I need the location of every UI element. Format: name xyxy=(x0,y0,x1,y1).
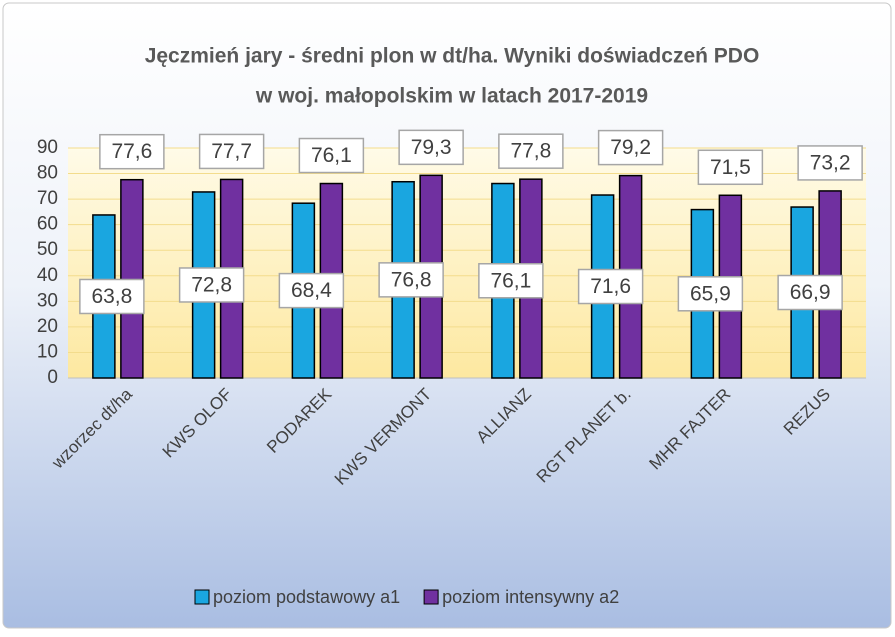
value-label-box xyxy=(697,149,764,186)
y-tick-label: 10 xyxy=(37,341,58,362)
value-label-box xyxy=(198,133,265,170)
value-label: 71,5 xyxy=(710,156,751,179)
value-label-box xyxy=(398,129,464,166)
value-label: 79,3 xyxy=(411,136,452,159)
value-label: 76,1 xyxy=(490,269,531,292)
value-label: 73,2 xyxy=(810,151,851,174)
value-label: 76,8 xyxy=(391,268,432,291)
y-tick-label: 80 xyxy=(37,163,58,184)
value-label: 77,8 xyxy=(510,140,551,163)
legend-label: poziom intensywny a2 xyxy=(442,587,619,607)
y-tick-label: 60 xyxy=(37,214,58,235)
value-label-box xyxy=(777,274,843,311)
legend-swatch xyxy=(194,589,210,605)
value-label-box xyxy=(178,267,245,303)
value-label-box xyxy=(498,133,564,169)
value-label-box xyxy=(797,145,863,181)
value-label-box xyxy=(478,263,544,299)
chart-title: Jęczmień jary - średni plon w dt/ha. Wyn… xyxy=(145,45,760,68)
value-label: 76,1 xyxy=(311,144,352,167)
value-label: 66,9 xyxy=(790,281,831,304)
value-label-box xyxy=(378,262,444,298)
chart-title: w woj. małopolskim w latach 2017-2019 xyxy=(255,85,648,108)
value-label-box xyxy=(79,278,145,315)
y-tick-label: 30 xyxy=(37,290,58,311)
value-label-box xyxy=(99,133,165,170)
value-label: 77,6 xyxy=(111,140,152,163)
legend-label: poziom podstawowy a1 xyxy=(213,587,400,607)
value-label-box xyxy=(677,276,744,312)
y-tick-label: 0 xyxy=(47,367,58,388)
y-tick-label: 70 xyxy=(37,188,58,209)
y-tick-label: 20 xyxy=(37,316,58,337)
value-label: 79,2 xyxy=(610,136,651,159)
value-label: 63,8 xyxy=(91,285,132,308)
y-tick-label: 90 xyxy=(37,137,58,158)
value-label-box xyxy=(597,129,664,166)
y-tick-label: 50 xyxy=(37,239,58,260)
value-label: 65,9 xyxy=(690,282,731,305)
y-tick-label: 40 xyxy=(37,265,58,286)
value-label: 72,8 xyxy=(191,274,232,297)
value-label-box xyxy=(577,268,644,305)
legend-swatch xyxy=(423,589,439,605)
value-label: 68,4 xyxy=(291,279,332,302)
value-label-box xyxy=(298,137,365,174)
value-label-box xyxy=(278,272,345,309)
value-label: 77,7 xyxy=(211,140,252,163)
value-label: 71,6 xyxy=(590,275,631,298)
